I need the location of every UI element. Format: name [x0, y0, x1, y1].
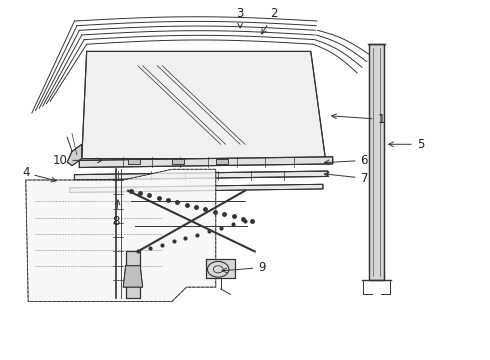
- Polygon shape: [74, 171, 328, 180]
- Polygon shape: [216, 159, 228, 164]
- Text: 4: 4: [22, 166, 56, 182]
- Text: 8: 8: [112, 200, 120, 228]
- Polygon shape: [26, 169, 216, 301]
- Text: 9: 9: [222, 261, 266, 274]
- Polygon shape: [67, 144, 82, 166]
- Polygon shape: [206, 258, 235, 278]
- Polygon shape: [82, 51, 325, 158]
- Polygon shape: [79, 157, 333, 167]
- Text: 7: 7: [324, 172, 368, 185]
- Text: 3: 3: [237, 8, 244, 28]
- Text: 6: 6: [324, 154, 368, 167]
- Polygon shape: [70, 184, 323, 193]
- Polygon shape: [128, 159, 140, 164]
- Text: 10: 10: [52, 154, 102, 167]
- Polygon shape: [125, 251, 140, 298]
- Text: 1: 1: [332, 113, 385, 126]
- Text: 5: 5: [389, 138, 424, 151]
- Polygon shape: [123, 266, 143, 287]
- Text: 2: 2: [262, 8, 278, 34]
- Polygon shape: [172, 159, 184, 164]
- Polygon shape: [369, 44, 384, 280]
